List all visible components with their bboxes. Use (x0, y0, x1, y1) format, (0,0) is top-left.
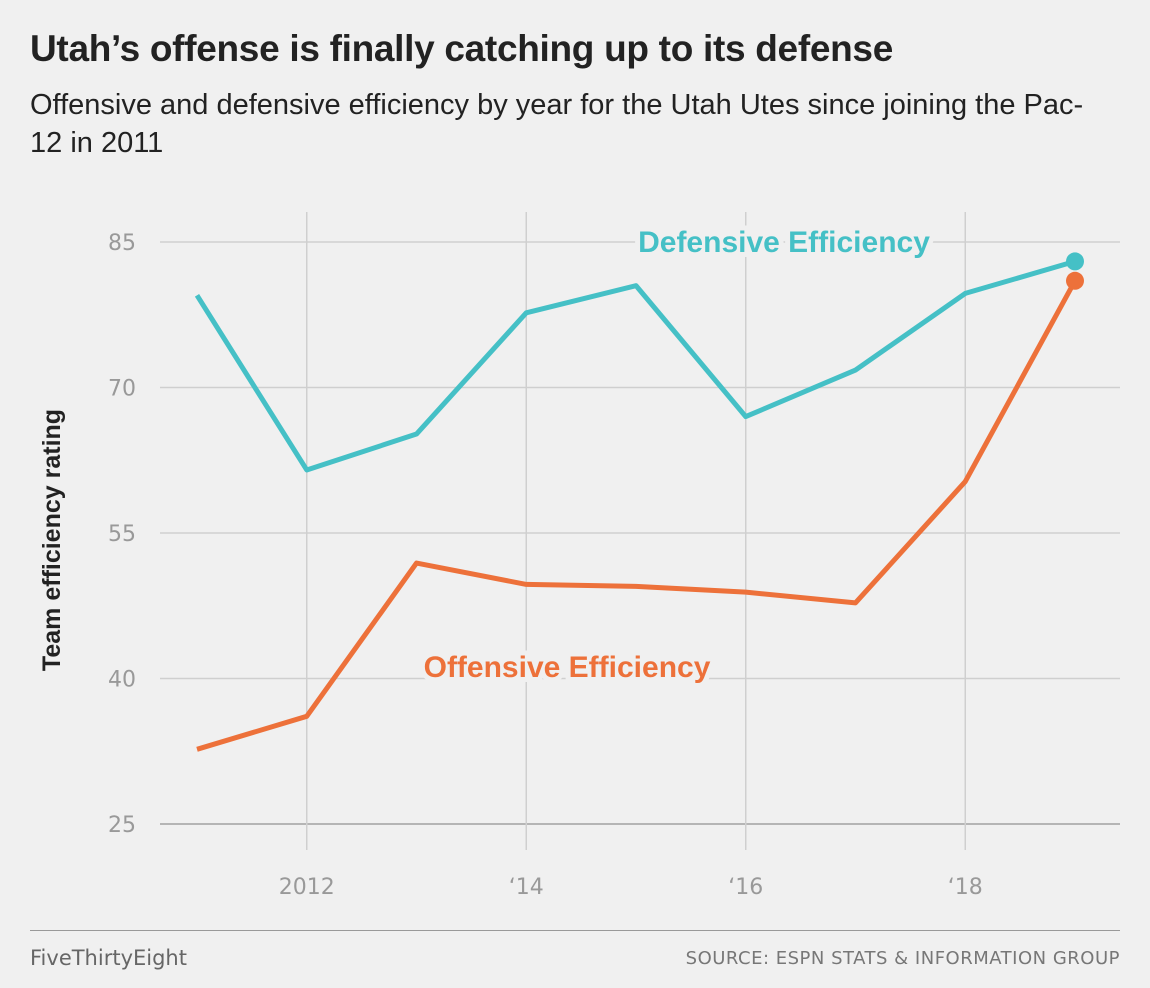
y-tick-label: 70 (108, 377, 136, 402)
x-tick-label: ‘16 (728, 875, 763, 900)
chart-subtitle: Offensive and defensive efficiency by ye… (30, 89, 1084, 159)
series-endpoint-marker (1066, 252, 1084, 271)
line-chart: 85 70 55 40 25 2012 ‘14 ‘16 ‘18 Team efficiency … (38, 212, 1120, 900)
y-tick-label: 40 (108, 668, 136, 693)
axis-ticks: 85 70 55 40 25 2012 ‘14 ‘16 ‘18 (108, 231, 983, 900)
series-line (194, 258, 1076, 473)
x-tick-label: 2012 (279, 875, 335, 900)
series-label: Defensive Efficiency (638, 226, 930, 259)
y-tick-label: 85 (108, 231, 136, 256)
grid-lines (160, 212, 1120, 850)
y-tick-label: 25 (108, 813, 136, 838)
footer-divider (30, 930, 1120, 931)
chart-title: Utah’s offense is finally catching up to… (30, 28, 893, 69)
y-axis-label: Team efficiency rating (38, 409, 66, 671)
x-tick-label: ‘14 (509, 875, 544, 900)
series-endpoint-marker (1066, 271, 1084, 290)
brand-logo-text: FiveThirtyEight (30, 946, 187, 970)
source-credit: SOURCE: ESPN STATS & INFORMATION GROUP (685, 948, 1120, 969)
series-labels: Defensive Efficiency Offensive Efficiency (419, 221, 936, 689)
x-tick-label: ‘18 (948, 875, 983, 900)
series-lines (194, 252, 1084, 752)
series-line (196, 279, 1078, 752)
y-tick-label: 55 (108, 522, 136, 547)
series-label: Offensive Efficiency (424, 651, 711, 684)
